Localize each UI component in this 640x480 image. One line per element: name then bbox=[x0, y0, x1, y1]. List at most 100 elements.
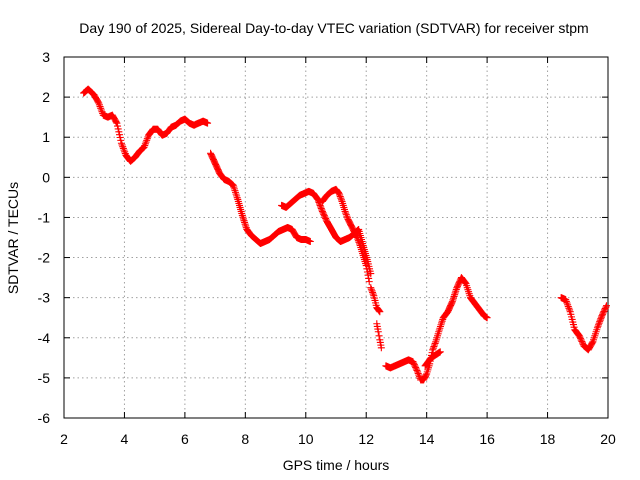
y-tick-label: 0 bbox=[42, 169, 50, 185]
y-tick-label: -6 bbox=[38, 410, 51, 426]
data-point bbox=[141, 142, 149, 150]
data-point bbox=[118, 141, 126, 149]
data-point bbox=[451, 291, 459, 299]
x-axis-label: GPS time / hours bbox=[283, 457, 390, 473]
data-point bbox=[140, 143, 148, 151]
data-point bbox=[451, 289, 459, 297]
x-tick-label: 18 bbox=[540, 431, 556, 447]
data-point bbox=[143, 136, 151, 144]
data-point bbox=[318, 206, 326, 214]
data-point bbox=[233, 194, 241, 202]
y-axis-label: SDTVAR / TECUs bbox=[5, 182, 21, 294]
data-point bbox=[436, 322, 444, 330]
data-point bbox=[452, 285, 460, 293]
data-point bbox=[429, 344, 437, 352]
data-point bbox=[597, 315, 605, 323]
y-tick-label: -5 bbox=[38, 370, 51, 386]
data-point bbox=[315, 198, 323, 206]
data-point bbox=[230, 183, 238, 191]
data-point bbox=[436, 324, 444, 332]
data-point bbox=[117, 139, 125, 147]
data-point bbox=[365, 274, 373, 282]
data-point bbox=[437, 321, 445, 329]
plot-frame bbox=[63, 56, 609, 419]
data-point bbox=[98, 108, 106, 116]
y-tick-label: -4 bbox=[38, 330, 51, 346]
data-point bbox=[375, 306, 383, 314]
x-tick-label: 4 bbox=[121, 431, 129, 447]
data-point bbox=[335, 189, 343, 197]
data-point bbox=[362, 262, 370, 270]
data-point bbox=[230, 185, 238, 193]
x-tick-label: 8 bbox=[241, 431, 249, 447]
x-tick-label: 12 bbox=[358, 431, 374, 447]
data-point bbox=[142, 138, 150, 146]
data-point bbox=[241, 220, 249, 228]
data-point bbox=[595, 319, 603, 327]
data-point bbox=[562, 297, 570, 305]
data-point bbox=[120, 146, 128, 154]
data-point bbox=[431, 339, 439, 347]
data-point bbox=[240, 217, 248, 225]
data-point bbox=[415, 371, 423, 379]
data-point bbox=[448, 299, 456, 307]
data-point bbox=[119, 143, 127, 151]
data-point bbox=[95, 99, 103, 107]
data-point bbox=[431, 341, 439, 349]
data-point bbox=[368, 287, 376, 295]
data-point bbox=[376, 308, 384, 316]
y-tick-label: -3 bbox=[38, 290, 51, 306]
data-point bbox=[596, 318, 604, 326]
data-point bbox=[363, 265, 371, 273]
data-point bbox=[448, 298, 456, 306]
data-point bbox=[232, 190, 240, 198]
data-point bbox=[241, 218, 249, 226]
data-point bbox=[342, 209, 350, 217]
data-point bbox=[365, 278, 373, 286]
data-point bbox=[588, 339, 596, 347]
data-point bbox=[414, 368, 422, 376]
data-point bbox=[364, 271, 372, 279]
data-point bbox=[593, 324, 601, 332]
data-point bbox=[97, 106, 105, 114]
x-tick-label: 14 bbox=[419, 431, 435, 447]
data-point bbox=[238, 211, 246, 219]
data-point bbox=[375, 332, 383, 340]
data-point bbox=[336, 191, 344, 199]
data-point bbox=[422, 371, 430, 379]
data-point bbox=[353, 234, 361, 241]
data-point bbox=[414, 369, 422, 377]
data-point bbox=[336, 193, 344, 201]
data-point bbox=[450, 292, 458, 300]
data-point bbox=[229, 181, 237, 189]
data-point bbox=[317, 204, 325, 212]
data-point bbox=[602, 302, 610, 310]
data-point bbox=[483, 314, 491, 322]
data-point bbox=[369, 290, 377, 298]
data-point bbox=[449, 294, 457, 302]
data-point bbox=[355, 238, 363, 246]
x-tick-label: 6 bbox=[181, 431, 189, 447]
data-point bbox=[342, 211, 350, 219]
data-points bbox=[80, 85, 610, 384]
data-point bbox=[596, 316, 604, 324]
data-point bbox=[337, 194, 345, 202]
data-point bbox=[367, 285, 375, 293]
data-point bbox=[97, 104, 105, 112]
data-point bbox=[141, 140, 149, 148]
y-tick-label: 1 bbox=[42, 129, 50, 145]
data-point bbox=[96, 103, 104, 111]
data-point bbox=[306, 238, 314, 246]
data-point bbox=[449, 296, 457, 304]
y-tick-label: 2 bbox=[42, 89, 50, 105]
data-point bbox=[337, 196, 345, 204]
data-point bbox=[562, 296, 570, 304]
data-point bbox=[95, 101, 103, 109]
data-point bbox=[438, 317, 446, 325]
data-point bbox=[119, 144, 127, 152]
y-tick-label: 3 bbox=[42, 49, 50, 65]
data-point bbox=[143, 135, 151, 143]
data-point bbox=[242, 222, 250, 230]
